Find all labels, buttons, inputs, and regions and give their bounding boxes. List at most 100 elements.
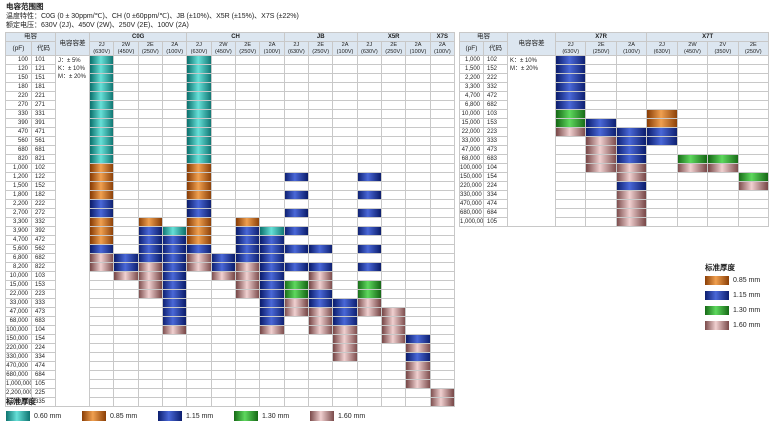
range-cell — [186, 208, 212, 218]
range-cell — [234, 109, 261, 119]
left-group-jb: JB — [283, 32, 358, 42]
range-cell — [381, 253, 407, 263]
range-cell — [210, 100, 237, 110]
range-cell — [676, 199, 709, 209]
range-cell — [234, 397, 261, 407]
range-cell — [259, 262, 285, 272]
tolerance-list: K：± 10% M：± 20% — [507, 55, 556, 227]
range-cell — [210, 154, 237, 164]
range-cell — [88, 370, 115, 380]
range-cell — [429, 145, 456, 155]
range-cell — [332, 379, 358, 389]
range-cell — [737, 100, 769, 110]
range-cell — [137, 118, 163, 128]
range-cell — [405, 307, 431, 317]
range-cell — [308, 73, 334, 83]
range-cell — [646, 181, 678, 191]
range-cell — [137, 109, 163, 119]
range-cell — [429, 136, 456, 146]
left-voltage-jb-2e: 2E (250V) — [308, 41, 334, 56]
cap-code: 104 — [483, 163, 508, 173]
range-cell — [332, 334, 358, 344]
range-cell — [283, 325, 310, 335]
range-cell — [615, 73, 648, 83]
range-cell — [405, 262, 431, 272]
voltage-code: 2A — [341, 42, 349, 49]
cap-code: 101 — [31, 55, 56, 65]
range-cell — [646, 127, 678, 137]
table-row: 270 271 — [5, 100, 456, 110]
range-cell — [308, 343, 334, 353]
range-cell — [161, 109, 188, 119]
range-cell — [405, 100, 431, 110]
range-cell — [429, 118, 456, 128]
range-cell — [554, 190, 587, 200]
range-cell — [113, 397, 139, 407]
cap-value: 220,000 — [5, 343, 32, 353]
cap-code: 152 — [483, 64, 508, 74]
range-cell — [259, 298, 285, 308]
range-cell — [259, 91, 285, 101]
cap-code: 222 — [483, 73, 508, 83]
range-cell — [283, 172, 310, 182]
range-cell — [381, 298, 407, 308]
cap-value: 6,800 — [5, 253, 32, 263]
range-cell — [210, 370, 237, 380]
range-cell — [137, 145, 163, 155]
range-cell — [234, 271, 261, 281]
range-cell — [429, 262, 456, 272]
voltage-value: (630V) — [93, 48, 111, 55]
cap-code: 224 — [31, 343, 56, 353]
range-cell — [113, 379, 139, 389]
range-cell — [676, 100, 709, 110]
range-cell — [88, 100, 115, 110]
cap-code: 335 — [31, 397, 56, 407]
cap-code: 222 — [31, 199, 56, 209]
range-cell — [88, 325, 115, 335]
range-cell — [259, 343, 285, 353]
cap-code: 103 — [483, 109, 508, 119]
voltage-value: (630V) — [360, 48, 378, 55]
range-cell — [405, 289, 431, 299]
legend-swatch — [82, 411, 106, 421]
range-cell — [381, 280, 407, 290]
range-cell — [356, 235, 383, 245]
range-cell — [88, 244, 115, 254]
range-cell — [88, 118, 115, 128]
range-cell — [210, 55, 237, 65]
range-cell — [356, 100, 383, 110]
range-cell — [554, 64, 587, 74]
range-cell — [332, 217, 358, 227]
range-cell — [405, 154, 431, 164]
range-cell — [676, 109, 709, 119]
range-cell — [283, 181, 310, 191]
range-cell — [646, 73, 678, 83]
range-cell — [676, 82, 709, 92]
cap-code: 473 — [483, 145, 508, 155]
cap-value: 470,000 — [459, 199, 484, 209]
range-cell — [161, 181, 188, 191]
range-cell — [186, 298, 212, 308]
range-cell — [381, 226, 407, 236]
voltage-code: 2V — [719, 42, 727, 49]
range-cell — [113, 262, 139, 272]
range-cell — [210, 379, 237, 389]
range-cell — [210, 109, 237, 119]
range-cell — [737, 217, 769, 227]
cap-value: 5,600 — [5, 244, 32, 254]
range-cell — [210, 397, 237, 407]
left-group-x5r: X5R — [356, 32, 431, 42]
legend-bottom-item: 0.60 mm — [6, 411, 61, 421]
range-cell — [137, 217, 163, 227]
range-cell — [707, 199, 739, 209]
range-cell — [88, 109, 115, 119]
range-cell — [405, 388, 431, 398]
cap-code: 223 — [31, 289, 56, 299]
range-cell — [234, 280, 261, 290]
cap-code: 332 — [483, 82, 508, 92]
range-cell — [332, 325, 358, 335]
range-cell — [356, 298, 383, 308]
cap-code: 221 — [31, 91, 56, 101]
cap-value: 10,000 — [459, 109, 484, 119]
range-cell — [429, 208, 456, 218]
